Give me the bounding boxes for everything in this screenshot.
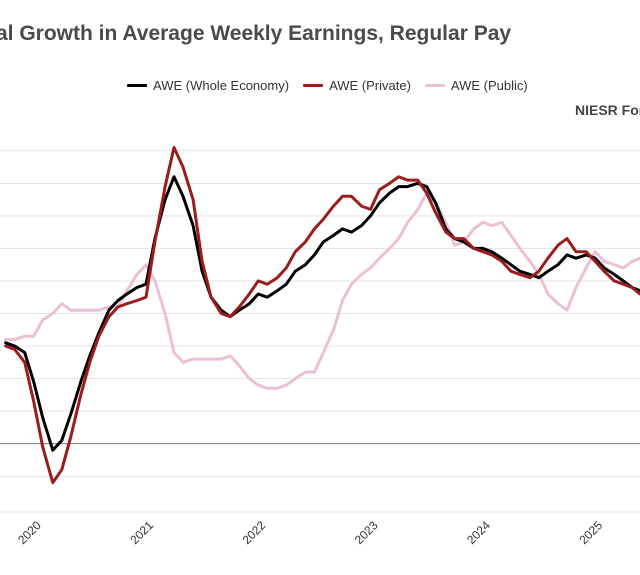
x-tick-label: 2024: [464, 518, 493, 547]
series-lines: [4, 146, 640, 485]
legend-swatch-private: [303, 84, 324, 87]
gridlines: [0, 150, 640, 513]
legend-swatch-public: [424, 84, 445, 87]
legend-swatch-whole-economy: [127, 84, 147, 87]
chart-title: al Growth in Average Weekly Earnings, Re…: [0, 22, 512, 45]
x-tick-label: 2020: [15, 518, 44, 547]
legend-label-public: AWE (Public): [450, 78, 528, 93]
legend-label-whole-economy: AWE (Whole Economy): [153, 78, 290, 93]
legend: AWE (Whole Economy) AWE (Private) AWE (P…: [127, 78, 528, 93]
legend-item-whole-economy[interactable]: AWE (Whole Economy): [127, 78, 289, 93]
x-tick-label: 2022: [240, 518, 269, 547]
legend-item-public[interactable]: AWE (Public): [424, 78, 528, 93]
legend-item-private[interactable]: AWE (Private): [303, 78, 411, 93]
series-line-awe-private[interactable]: [4, 146, 640, 485]
legend-label-private: AWE (Private): [329, 78, 411, 93]
series-line-awe-whole-economy[interactable]: [4, 175, 640, 452]
x-tick-label: 2025: [576, 518, 605, 547]
forecast-annotation: NIESR Fore: [575, 102, 640, 118]
x-axis-ticks: 2020 2021 2022 2023 2024 2025: [15, 518, 605, 547]
series-line-awe-public[interactable]: [4, 191, 640, 390]
x-tick-label: 2023: [352, 518, 381, 547]
x-tick-label: 2021: [127, 518, 156, 547]
